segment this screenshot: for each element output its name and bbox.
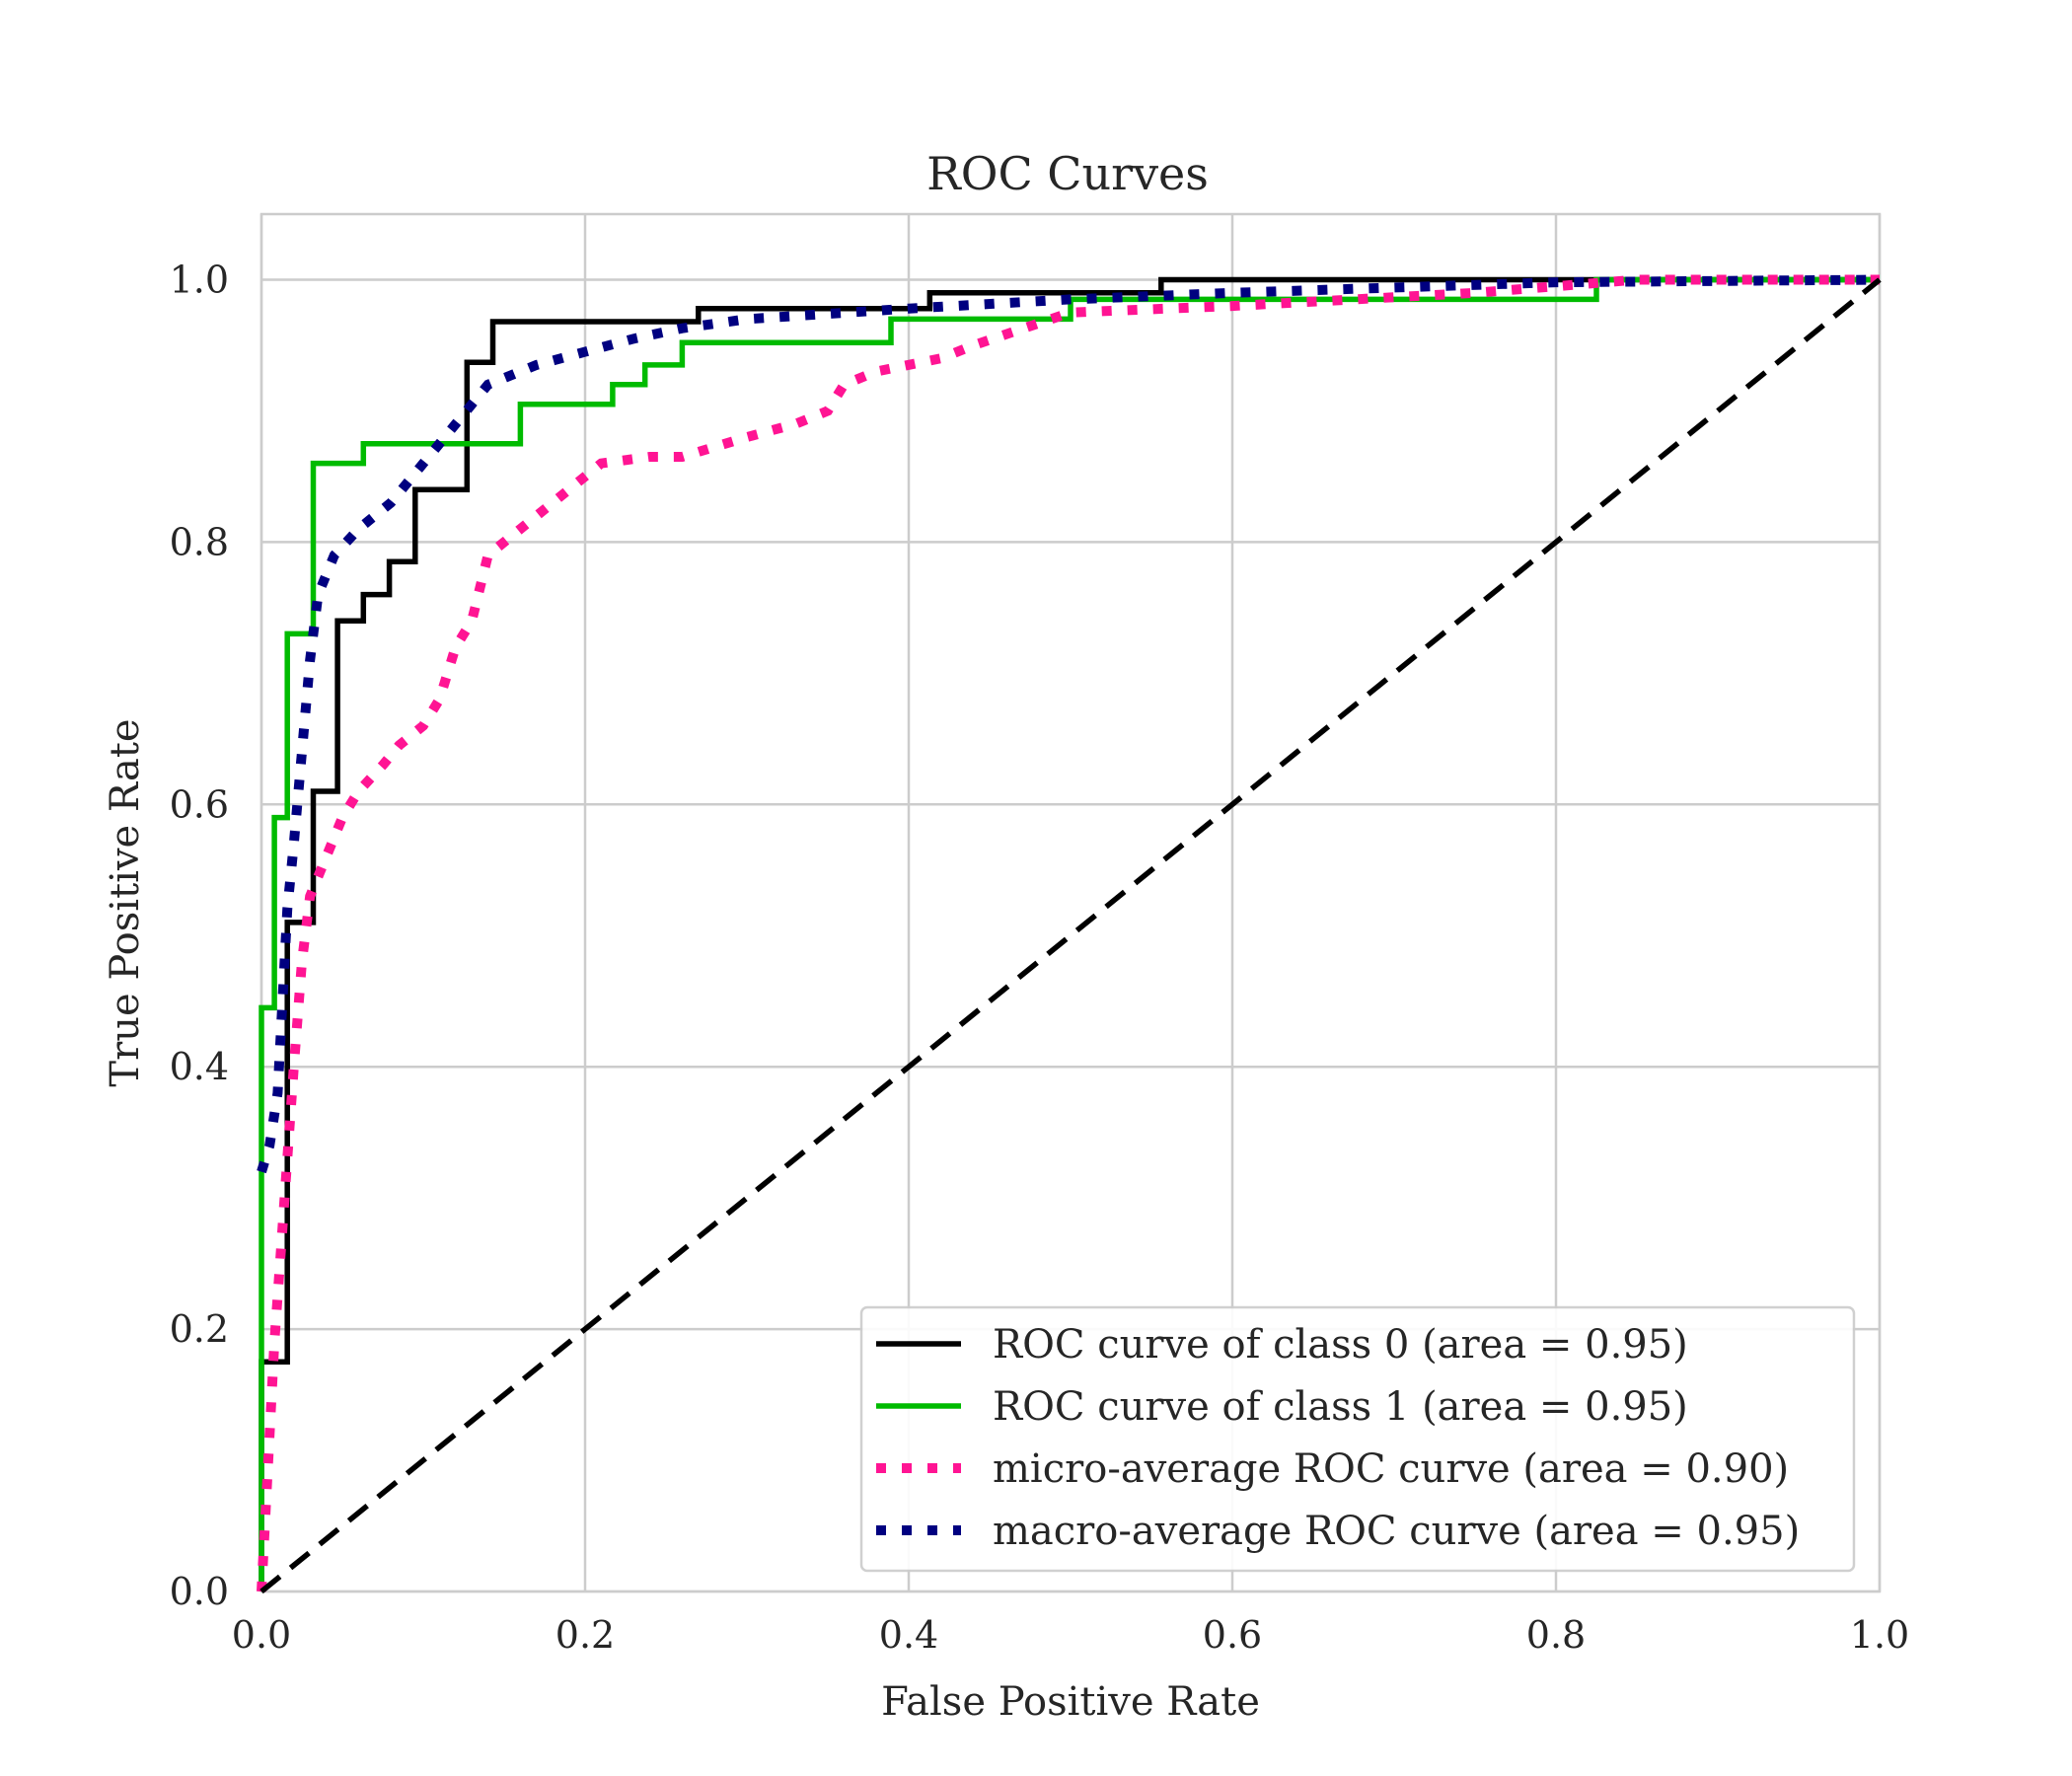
y-tick-label: 0.0 [170, 1570, 229, 1613]
legend-box [859, 1305, 1856, 1573]
series-line-3 [257, 274, 1881, 1174]
tick-labels: 0.0 0.2 0.4 0.6 0.8 1.0 0.0 0.2 0.4 0.6 0.8 1.0 [170, 258, 1910, 1657]
chart-title: ROC Curves [926, 147, 1209, 200]
legend: ROC curve of class 0 (area = 0.95) ROC cu… [859, 1305, 1856, 1573]
y-tick-label: 0.8 [170, 520, 229, 563]
x-axis-label: False Positive Rate [881, 1679, 1260, 1725]
series-line-1 [259, 276, 1880, 1591]
legend-label: ROC curve of class 0 (area = 0.95) [993, 1322, 1688, 1368]
y-tick-label: 0.2 [170, 1307, 229, 1351]
legend-label: macro-average ROC curve (area = 0.95) [993, 1509, 1800, 1554]
x-tick-label: 1.0 [1850, 1613, 1909, 1657]
legend-label: ROC curve of class 1 (area = 0.95) [993, 1384, 1688, 1430]
y-axis-label: True Positive Rate [103, 718, 148, 1086]
y-tick-label: 0.4 [170, 1045, 229, 1088]
curves [257, 274, 1882, 1594]
x-tick-label: 0.4 [879, 1613, 938, 1657]
x-tick-label: 0.2 [555, 1613, 615, 1657]
y-tick-label: 1.0 [170, 258, 229, 301]
legend-label: micro-average ROC curve (area = 0.90) [993, 1446, 1789, 1492]
series-line-0 [259, 276, 1880, 1591]
x-tick-label: 0.0 [232, 1613, 291, 1657]
x-tick-label: 0.6 [1203, 1613, 1262, 1657]
y-tick-label: 0.6 [170, 782, 229, 826]
plot-frame [259, 212, 1882, 1593]
x-tick-label: 0.8 [1526, 1613, 1586, 1657]
chance-diagonal-line [259, 277, 1882, 1594]
